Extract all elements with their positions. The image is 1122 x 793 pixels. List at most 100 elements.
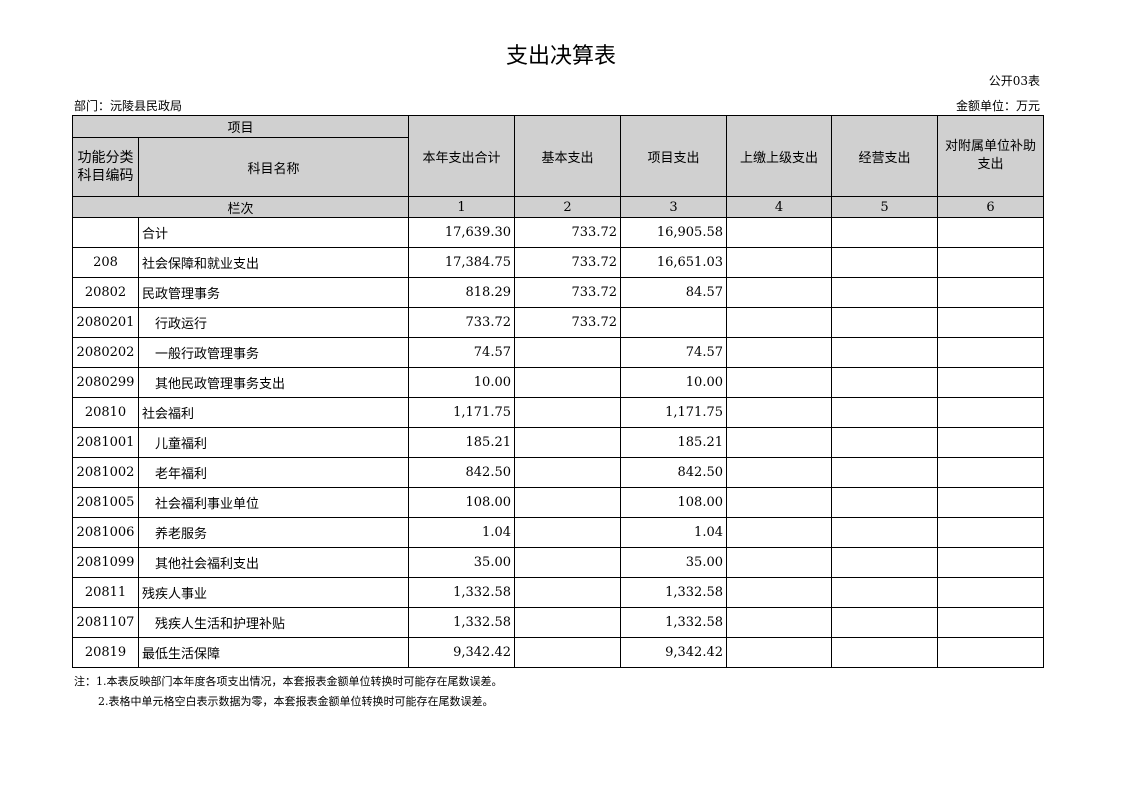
subject-name: 残疾人生活和护理补贴	[138, 607, 409, 638]
amount-cell	[514, 517, 621, 548]
amount-cell: 733.72	[514, 307, 621, 338]
amount-cell: 17,384.75	[408, 247, 515, 278]
table-row: 2080201 行政运行 733.72 733.72	[72, 307, 1044, 338]
subject-code: 2080202	[72, 337, 139, 368]
amount-cell	[937, 367, 1044, 398]
table-row: 2080299 其他民政管理事务支出 10.00 10.00	[72, 367, 1044, 398]
amount-cell	[514, 547, 621, 578]
note: 2.表格中单元格空白表示数据为零，本套报表金额单位转换时可能存在尾数误差。	[98, 695, 494, 708]
amount-cell	[831, 277, 938, 308]
header-code: 功能分类科目编码	[72, 137, 139, 197]
amount-cell	[514, 427, 621, 458]
amount-cell	[726, 217, 832, 248]
table-row: 合计 17,639.30 733.72 16,905.58	[72, 217, 1044, 248]
amount-cell	[831, 577, 938, 608]
amount-cell	[831, 367, 938, 398]
column-number: 5	[831, 196, 938, 218]
notes: 注：1.本表反映部门本年度各项支出情况，本套报表金额单位转换时可能存在尾数误差。…	[74, 672, 503, 712]
header-col: 经营支出	[831, 115, 938, 197]
subject-code: 2081001	[72, 427, 139, 458]
amount-cell	[514, 487, 621, 518]
subject-name: 行政运行	[138, 307, 409, 338]
subject-code: 2081006	[72, 517, 139, 548]
amount-cell	[726, 427, 832, 458]
subject-code	[72, 217, 139, 248]
table-row: 2081005 社会福利事业单位 108.00 108.00	[72, 487, 1044, 518]
amount-cell	[937, 277, 1044, 308]
subject-code: 2081002	[72, 457, 139, 488]
page-title: 支出决算表	[505, 44, 616, 69]
subject-code: 20819	[72, 637, 139, 668]
amount-cell	[937, 307, 1044, 338]
amount-cell	[726, 457, 832, 488]
amount-cell: 17,639.30	[408, 217, 515, 248]
subject-name: 其他社会福利支出	[138, 547, 409, 578]
amount-cell	[831, 337, 938, 368]
amount-cell	[937, 397, 1044, 428]
amount-cell	[831, 457, 938, 488]
department-label: 部门：沅陵县民政局	[74, 99, 183, 113]
column-number: 6	[937, 196, 1044, 218]
table-row: 20819 最低生活保障 9,342.42 9,342.42	[72, 637, 1044, 668]
table-row: 20802 民政管理事务 818.29 733.72 84.57	[72, 277, 1044, 308]
table-code: 公开03表	[988, 74, 1040, 88]
amount-cell: 84.57	[620, 277, 727, 308]
column-number: 3	[620, 196, 727, 218]
subject-code: 2081005	[72, 487, 139, 518]
table-row: 2081002 老年福利 842.50 842.50	[72, 457, 1044, 488]
amount-cell	[831, 307, 938, 338]
amount-cell	[937, 427, 1044, 458]
subject-code: 2081107	[72, 607, 139, 638]
subject-name: 一般行政管理事务	[138, 337, 409, 368]
header-project: 项目	[72, 115, 409, 138]
amount-cell: 185.21	[408, 427, 515, 458]
amount-cell: 10.00	[408, 367, 515, 398]
amount-cell	[726, 367, 832, 398]
amount-cell: 16,905.58	[620, 217, 727, 248]
subject-name: 老年福利	[138, 457, 409, 488]
amount-cell	[831, 397, 938, 428]
table-row: 2080202 一般行政管理事务 74.57 74.57	[72, 337, 1044, 368]
subject-code: 2081099	[72, 547, 139, 578]
amount-cell	[831, 517, 938, 548]
amount-cell	[937, 547, 1044, 578]
note: 注：1.本表反映部门本年度各项支出情况，本套报表金额单位转换时可能存在尾数误差。	[74, 675, 503, 688]
amount-cell	[937, 217, 1044, 248]
amount-cell: 733.72	[408, 307, 515, 338]
amount-cell	[937, 517, 1044, 548]
amount-cell	[726, 547, 832, 578]
amount-cell: 1,171.75	[408, 397, 515, 428]
amount-cell	[726, 247, 832, 278]
amount-cell	[937, 487, 1044, 518]
amount-cell	[831, 637, 938, 668]
amount-cell	[831, 607, 938, 638]
amount-cell	[514, 457, 621, 488]
table-row: 2081006 养老服务 1.04 1.04	[72, 517, 1044, 548]
amount-cell	[726, 577, 832, 608]
subject-name: 合计	[138, 217, 409, 248]
amount-cell: 842.50	[620, 457, 727, 488]
amount-cell	[937, 637, 1044, 668]
column-number: 4	[726, 196, 832, 218]
expenditure-table: 项目 本年支出合计 基本支出 项目支出 上缴上级支出 经营支出 对附属单位补助支…	[72, 115, 1044, 668]
subject-name: 社会福利事业单位	[138, 487, 409, 518]
amount-cell	[620, 307, 727, 338]
column-number: 2	[514, 196, 621, 218]
amount-cell	[726, 337, 832, 368]
amount-cell: 1,332.58	[620, 577, 727, 608]
amount-cell	[831, 547, 938, 578]
subject-code: 20802	[72, 277, 139, 308]
amount-cell	[514, 397, 621, 428]
header-col: 项目支出	[620, 115, 727, 197]
amount-cell: 733.72	[514, 217, 621, 248]
table-row: 2081001 儿童福利 185.21 185.21	[72, 427, 1044, 458]
amount-cell	[726, 607, 832, 638]
subject-code: 20811	[72, 577, 139, 608]
table-row: 20810 社会福利 1,171.75 1,171.75	[72, 397, 1044, 428]
amount-cell: 733.72	[514, 247, 621, 278]
amount-cell: 9,342.42	[408, 637, 515, 668]
amount-cell: 35.00	[408, 547, 515, 578]
amount-cell	[514, 607, 621, 638]
header-name: 科目名称	[138, 137, 409, 197]
